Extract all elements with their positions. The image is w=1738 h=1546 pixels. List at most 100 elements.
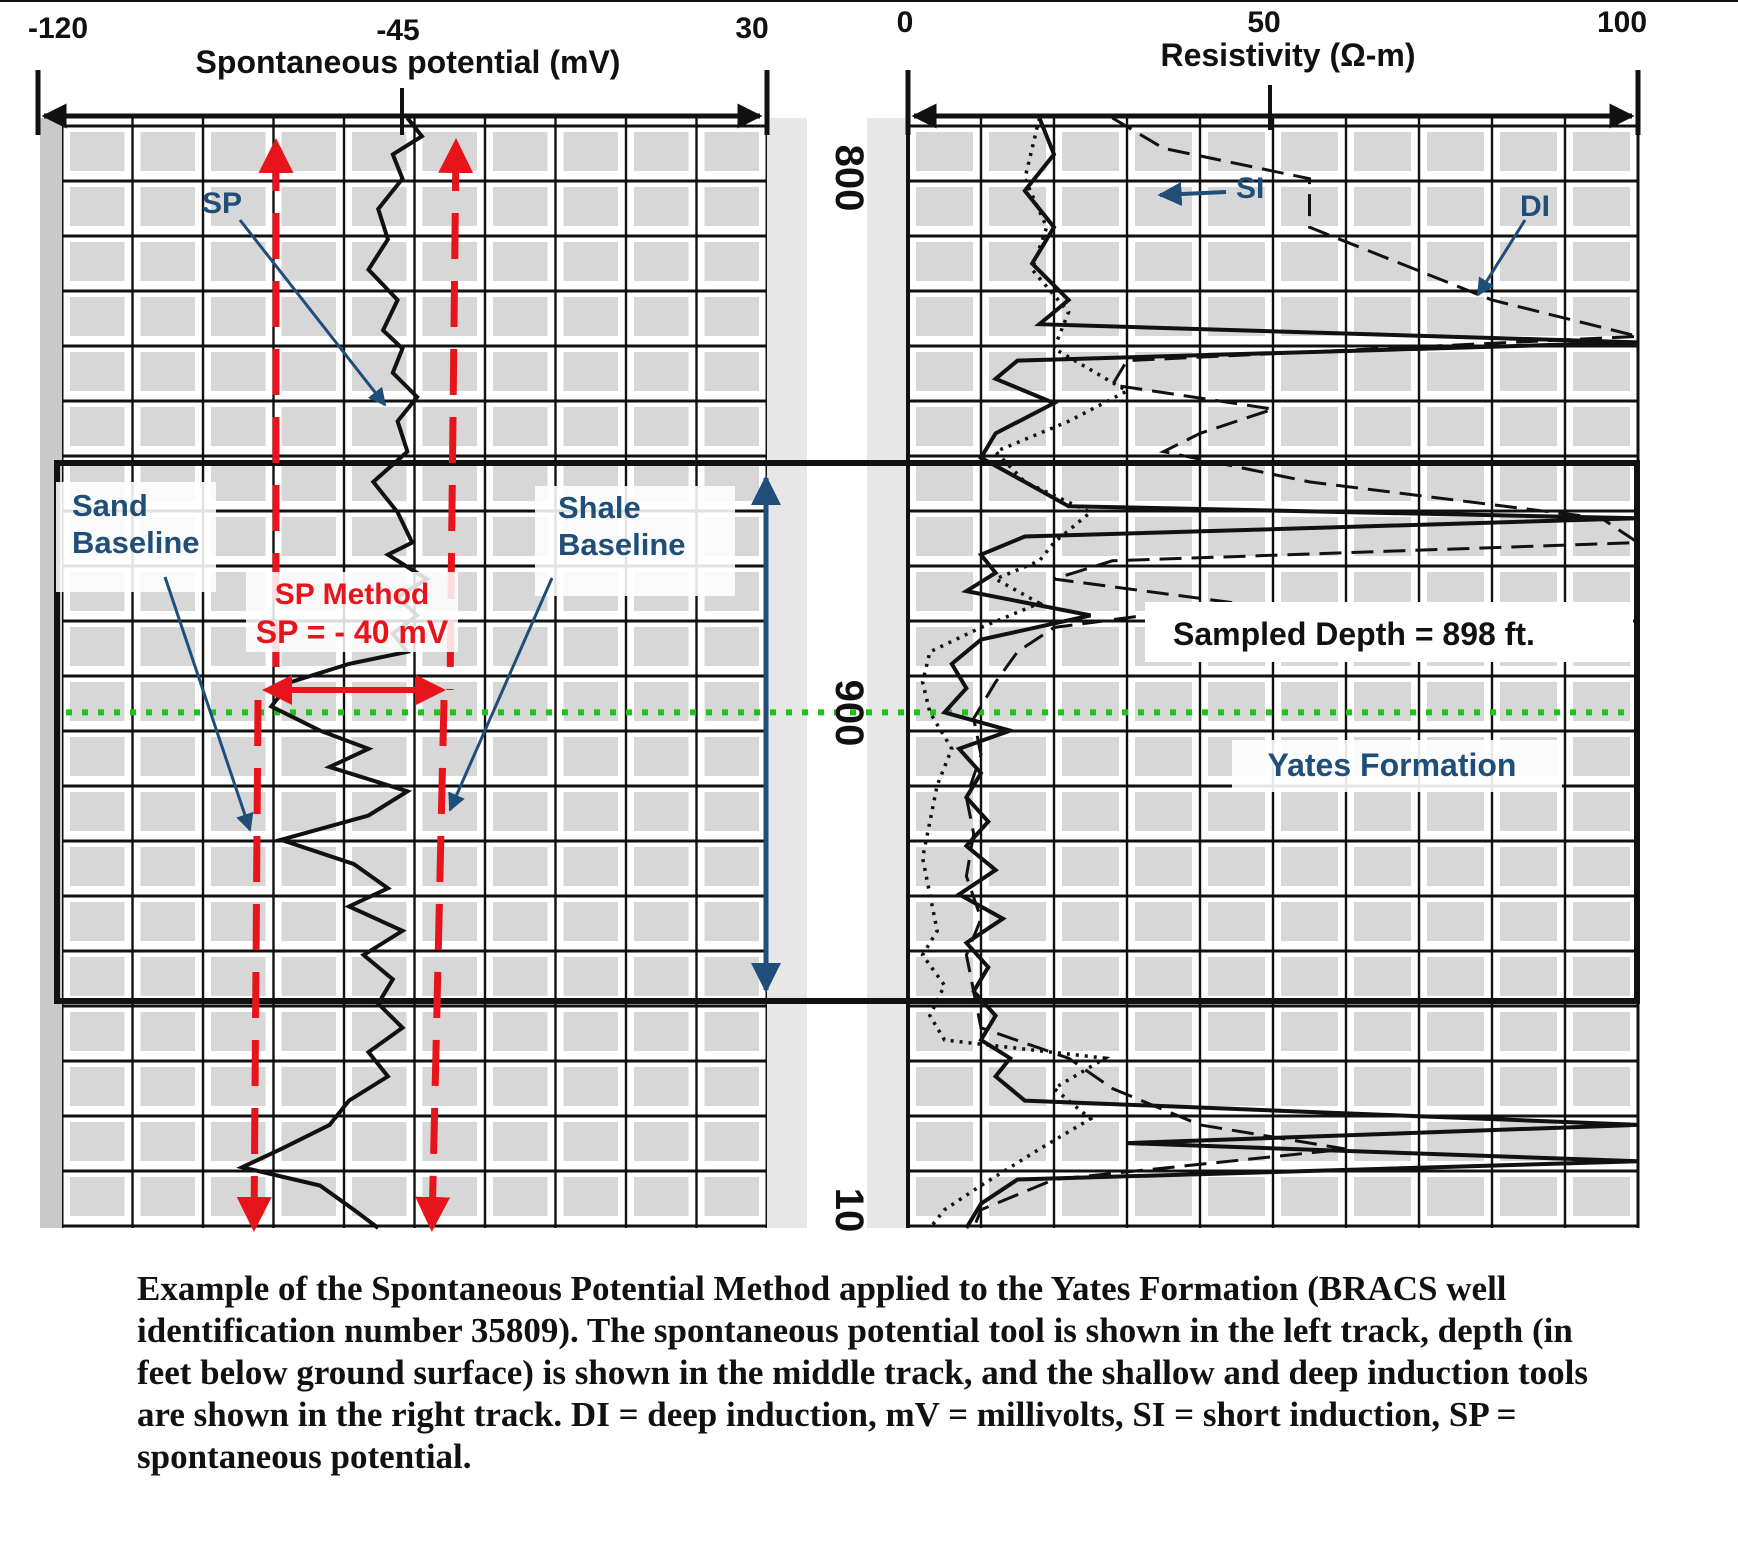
right-track-cell-shade: [1062, 242, 1119, 281]
left-track-cell-shade: [70, 132, 125, 171]
right-track-cell-shade: [1427, 847, 1484, 886]
left-tick-label-min: -120: [28, 12, 88, 45]
left-track-cell-shade: [634, 847, 689, 886]
depth-label-800: 800: [827, 145, 871, 212]
right-track-cell-shade: [1354, 242, 1411, 281]
left-track-cell-shade: [140, 737, 195, 776]
left-track-cell-shade: [211, 407, 266, 446]
right-track-cell-shade: [1354, 1122, 1411, 1161]
right-track-cell-shade: [916, 957, 973, 996]
right-track-cell-shade: [989, 847, 1046, 886]
left-track-cell-shade: [493, 1067, 548, 1106]
right-track-cell-shade: [1427, 1177, 1484, 1216]
right-track-cell-shade: [1573, 187, 1630, 226]
left-track-cell-shade: [493, 847, 548, 886]
shale-guide-bottom: [415, 699, 451, 1232]
left-track-cell-shade: [704, 297, 759, 336]
left-track-cell-shade: [634, 627, 689, 666]
right-track-cell-shade: [1500, 902, 1557, 941]
right-track-cell-shade: [1573, 242, 1630, 281]
left-track-cell-shade: [140, 242, 195, 281]
right-track-cell-shade: [1500, 1177, 1557, 1216]
right-track-cell-shade: [1135, 462, 1192, 501]
left-track-cell-shade: [281, 517, 336, 556]
left-track-cell-shade: [140, 1177, 195, 1216]
right-track-cell-shade: [989, 792, 1046, 831]
right-track-cell-shade: [1062, 902, 1119, 941]
right-track-cell-shade: [916, 352, 973, 391]
left-track-cell-shade: [704, 902, 759, 941]
right-track-cell-shade: [989, 297, 1046, 336]
right-track-cell-shade: [916, 132, 973, 171]
left-track-cell-shade: [70, 1012, 125, 1051]
right-track-cell-shade: [1354, 462, 1411, 501]
left-track-cell-shade: [634, 1122, 689, 1161]
left-track-cell-shade: [281, 407, 336, 446]
right-track-cell-shade: [1427, 1067, 1484, 1106]
left-track-cell-shade: [493, 407, 548, 446]
left-track-cell-shade: [493, 352, 548, 391]
right-track-cell-shade: [1500, 187, 1557, 226]
right-track-cell-shade: [1062, 1177, 1119, 1216]
right-track-cell-shade: [1500, 242, 1557, 281]
left-track-cell-shade: [352, 462, 407, 501]
left-track-cell-shade: [281, 957, 336, 996]
left-track-cell-shade: [634, 1177, 689, 1216]
right-track-cell-shade: [1354, 902, 1411, 941]
left-track-cell-shade: [634, 1012, 689, 1051]
right-track-cell-shade: [989, 242, 1046, 281]
right-track-cell-shade: [989, 957, 1046, 996]
left-tick-label-max: 30: [735, 12, 768, 45]
right-track-cell-shade: [1573, 352, 1630, 391]
right-track-cell-shade: [1573, 1177, 1630, 1216]
right-track-cell-shade: [1281, 792, 1338, 831]
left-track-cell-shade: [70, 187, 125, 226]
left-track-cell-shade: [352, 847, 407, 886]
left-track-cell-shade: [352, 737, 407, 776]
right-axis-header: 0 50 100 Resistivity (Ω-m): [897, 6, 1647, 135]
right-track-cell-shade: [1208, 957, 1265, 996]
left-track-cell-shade: [422, 242, 477, 281]
right-track-cell-shade: [1135, 242, 1192, 281]
right-track-cell-shade: [1500, 957, 1557, 996]
left-track-cell-shade: [140, 902, 195, 941]
left-track-cell-shade: [563, 737, 618, 776]
left-track-cell-shade: [704, 627, 759, 666]
left-track-cell-shade: [211, 352, 266, 391]
right-track-cell-shade: [1573, 737, 1630, 776]
right-track-cell-shade: [989, 132, 1046, 171]
right-track-cell-shade: [1208, 517, 1265, 556]
right-track-cell-shade: [1500, 462, 1557, 501]
left-track-cell-shade: [140, 187, 195, 226]
left-track-cell-shade: [422, 847, 477, 886]
left-track-cell-shade: [563, 847, 618, 886]
left-track-cell-shade: [422, 187, 477, 226]
right-track-cell-shade: [1135, 517, 1192, 556]
left-track-cell-shade: [493, 1012, 548, 1051]
right-track-cell-shade: [1135, 847, 1192, 886]
left-track-cell-shade: [563, 187, 618, 226]
right-track-cell-shade: [1062, 737, 1119, 776]
right-track-cell-shade: [1427, 242, 1484, 281]
right-track-cell-shade: [1281, 352, 1338, 391]
left-track-cell-shade: [704, 1122, 759, 1161]
right-track-cell-shade: [1135, 1177, 1192, 1216]
left-track-cell-shade: [563, 902, 618, 941]
di-curve-label: DI: [1520, 190, 1550, 223]
right-track-cell-shade: [1062, 1122, 1119, 1161]
right-track-cell-shade: [1427, 1012, 1484, 1051]
left-track-cell-shade: [140, 297, 195, 336]
right-track-cell-shade: [1135, 902, 1192, 941]
left-track-cell-shade: [493, 297, 548, 336]
left-track-cell-shade: [563, 1177, 618, 1216]
left-track-grid: [40, 118, 769, 1228]
depth-track: [767, 118, 907, 1228]
left-track-cell-shade: [70, 1067, 125, 1106]
left-track-cell-shade: [140, 1067, 195, 1106]
right-track-cell-shade: [1208, 847, 1265, 886]
right-track-cell-shade: [1500, 1012, 1557, 1051]
left-track-cell-shade: [634, 792, 689, 831]
right-track-cell-shade: [1062, 187, 1119, 226]
left-track-cell-shade: [634, 352, 689, 391]
left-track-cell-shade: [281, 462, 336, 501]
